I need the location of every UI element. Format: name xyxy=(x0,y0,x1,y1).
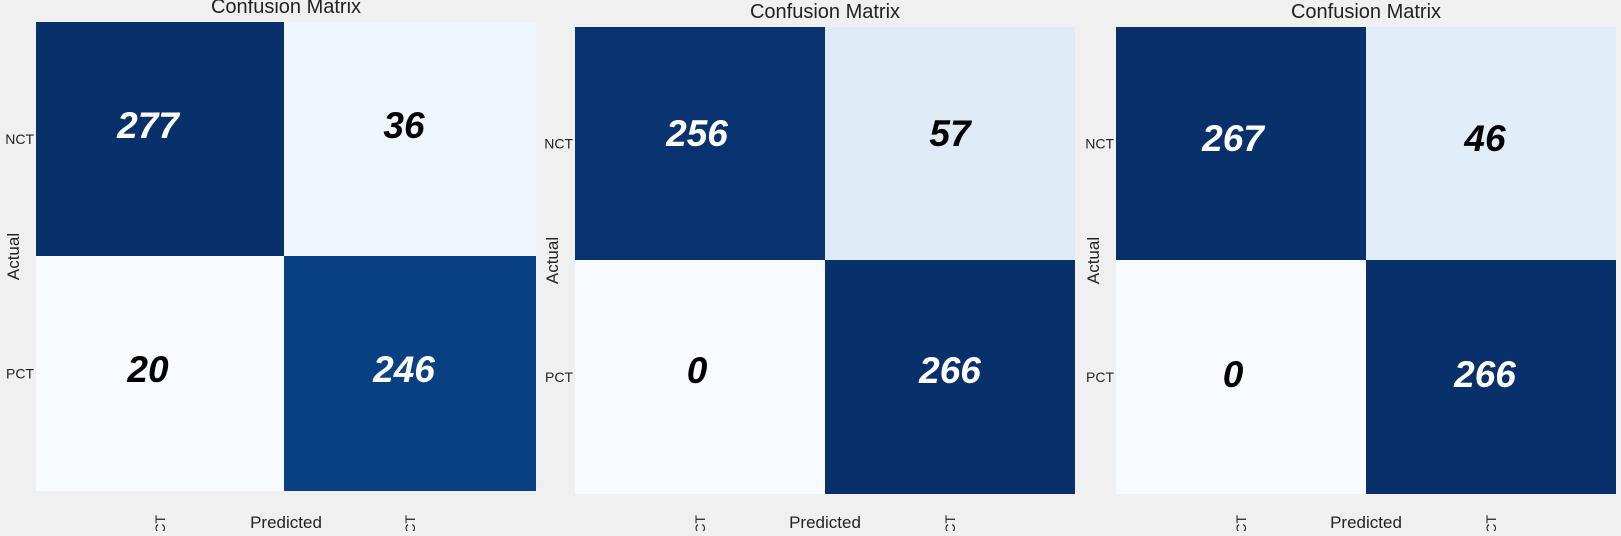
chart-title: Confusion Matrix xyxy=(1291,1,1441,23)
heatmap-cell-nct-nct xyxy=(575,27,825,260)
cell-value-label: 256 xyxy=(665,113,728,154)
y-tick-label: PCT xyxy=(545,369,573,385)
cell-value-label: 266 xyxy=(918,350,981,391)
heatmap-cell-pct-pct xyxy=(825,260,1075,494)
y-axis-label: Actual xyxy=(4,233,23,280)
chart-title: Confusion Matrix xyxy=(211,0,361,18)
cell-value-label: 266 xyxy=(1453,354,1516,395)
heatmap-cell-pct-pct xyxy=(284,256,536,491)
cell-value-label: 46 xyxy=(1463,118,1506,159)
x-axis-label: Predicted xyxy=(789,513,861,531)
heatmap-cell-pct-nct xyxy=(575,260,825,494)
x-axis-label: Predicted xyxy=(1330,513,1402,531)
cell-value-label: 267 xyxy=(1201,118,1266,159)
y-tick-label: PCT xyxy=(1086,369,1114,385)
x-tick-label: NCT xyxy=(152,515,168,531)
x-tick-label: NCT xyxy=(1233,515,1249,531)
cell-value-label: 246 xyxy=(372,349,435,390)
y-axis-label: Actual xyxy=(543,237,562,284)
heatmap-cell-nct-pct xyxy=(284,22,536,256)
y-tick-label: PCT xyxy=(6,366,34,382)
cell-value-label: 277 xyxy=(116,105,181,146)
x-tick-label: PCT xyxy=(942,515,958,531)
y-axis-label: Actual xyxy=(1084,237,1103,284)
confusion-matrix-1: 277 36 20 246 Confusion Matrix NCT PCT NCT PCT Pr… xyxy=(4,0,536,536)
x-tick-label: NCT xyxy=(692,515,708,531)
confusion-matrix-2: 256 57 0 266 Confusion Matrix NCT PCT NCT PCT Pre… xyxy=(543,1,1075,536)
cell-value-label: 36 xyxy=(383,105,425,146)
heatmap-cell-pct-pct xyxy=(1366,260,1616,494)
cell-value-label: 0 xyxy=(1223,354,1244,395)
heatmap-cell-nct-nct xyxy=(36,22,284,256)
cell-value-label: 20 xyxy=(126,349,169,390)
x-tick-label: PCT xyxy=(402,515,418,531)
x-axis-label: Predicted xyxy=(250,513,322,531)
y-tick-label: NCT xyxy=(5,131,34,147)
y-tick-label: NCT xyxy=(544,136,573,152)
heatmap-cell-pct-nct xyxy=(1116,260,1366,494)
heatmap-cell-pct-nct xyxy=(36,256,284,491)
confusion-matrix-3: 267 46 0 266 Confusion Matrix NCT PCT NCT PCT Pre… xyxy=(1084,1,1616,536)
heatmap-cell-nct-pct xyxy=(1366,27,1616,260)
cell-value-label: 57 xyxy=(929,113,973,154)
heatmap-cell-nct-pct xyxy=(825,27,1075,260)
cell-value-label: 0 xyxy=(687,350,708,391)
x-tick-label: PCT xyxy=(1483,515,1499,531)
chart-title: Confusion Matrix xyxy=(750,1,900,23)
heatmap-cell-nct-nct xyxy=(1116,27,1366,260)
y-tick-label: NCT xyxy=(1085,136,1114,152)
